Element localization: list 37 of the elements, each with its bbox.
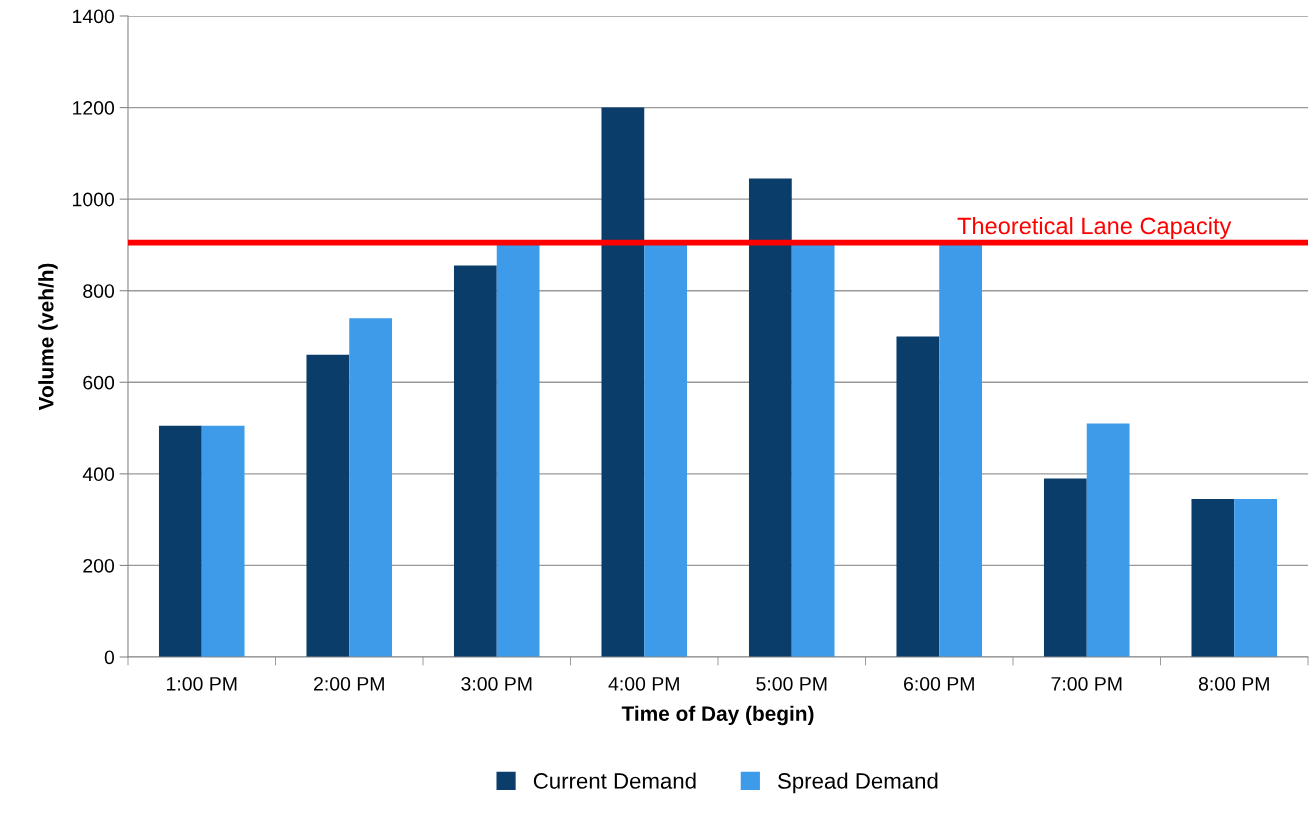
x-tick-label: 1:00 PM [167, 676, 237, 691]
y-tick-label: 1000 [73, 192, 115, 207]
bar [644, 242, 688, 657]
legend-label: Current Demand [533, 772, 696, 789]
bar [791, 242, 835, 657]
x-axis-title: Time of Day (begin) [621, 705, 814, 726]
bar [349, 318, 393, 657]
y-axis-title: Volume (veh/h) [38, 263, 58, 411]
x-tick-label: 6:00 PM [904, 676, 974, 691]
x-tick-label: 3:00 PM [461, 676, 532, 691]
bar [201, 425, 245, 657]
bar [453, 265, 497, 657]
bar [1043, 478, 1087, 657]
bar [939, 242, 983, 657]
y-tick-label: 800 [83, 284, 115, 298]
legend-label: Spread Demand [778, 772, 938, 794]
bar [896, 336, 940, 657]
x-tick-label: 8:00 PM [1198, 676, 1269, 691]
x-tick-label: 5:00 PM [756, 676, 827, 691]
y-tick-label: 1400 [73, 9, 115, 24]
y-tick-label: 0 [104, 650, 115, 665]
bar [1086, 423, 1130, 657]
y-tick-label: 600 [83, 375, 115, 390]
bar [1234, 499, 1278, 657]
bar [496, 242, 540, 657]
bar [1191, 499, 1235, 657]
x-tick-label: 2:00 PM [314, 676, 384, 691]
x-tick-label: 7:00 PM [1051, 676, 1122, 691]
y-tick-label: 400 [82, 467, 115, 482]
x-tick-label: 4:00 PM [608, 676, 679, 691]
bar [306, 354, 350, 657]
bar [748, 178, 792, 657]
y-tick-label: 200 [83, 558, 115, 573]
bar [601, 107, 645, 657]
bar [158, 425, 202, 657]
y-tick-label: 1200 [73, 101, 115, 115]
ref-line-label: Theoretical Lane Capacity [957, 216, 1232, 239]
